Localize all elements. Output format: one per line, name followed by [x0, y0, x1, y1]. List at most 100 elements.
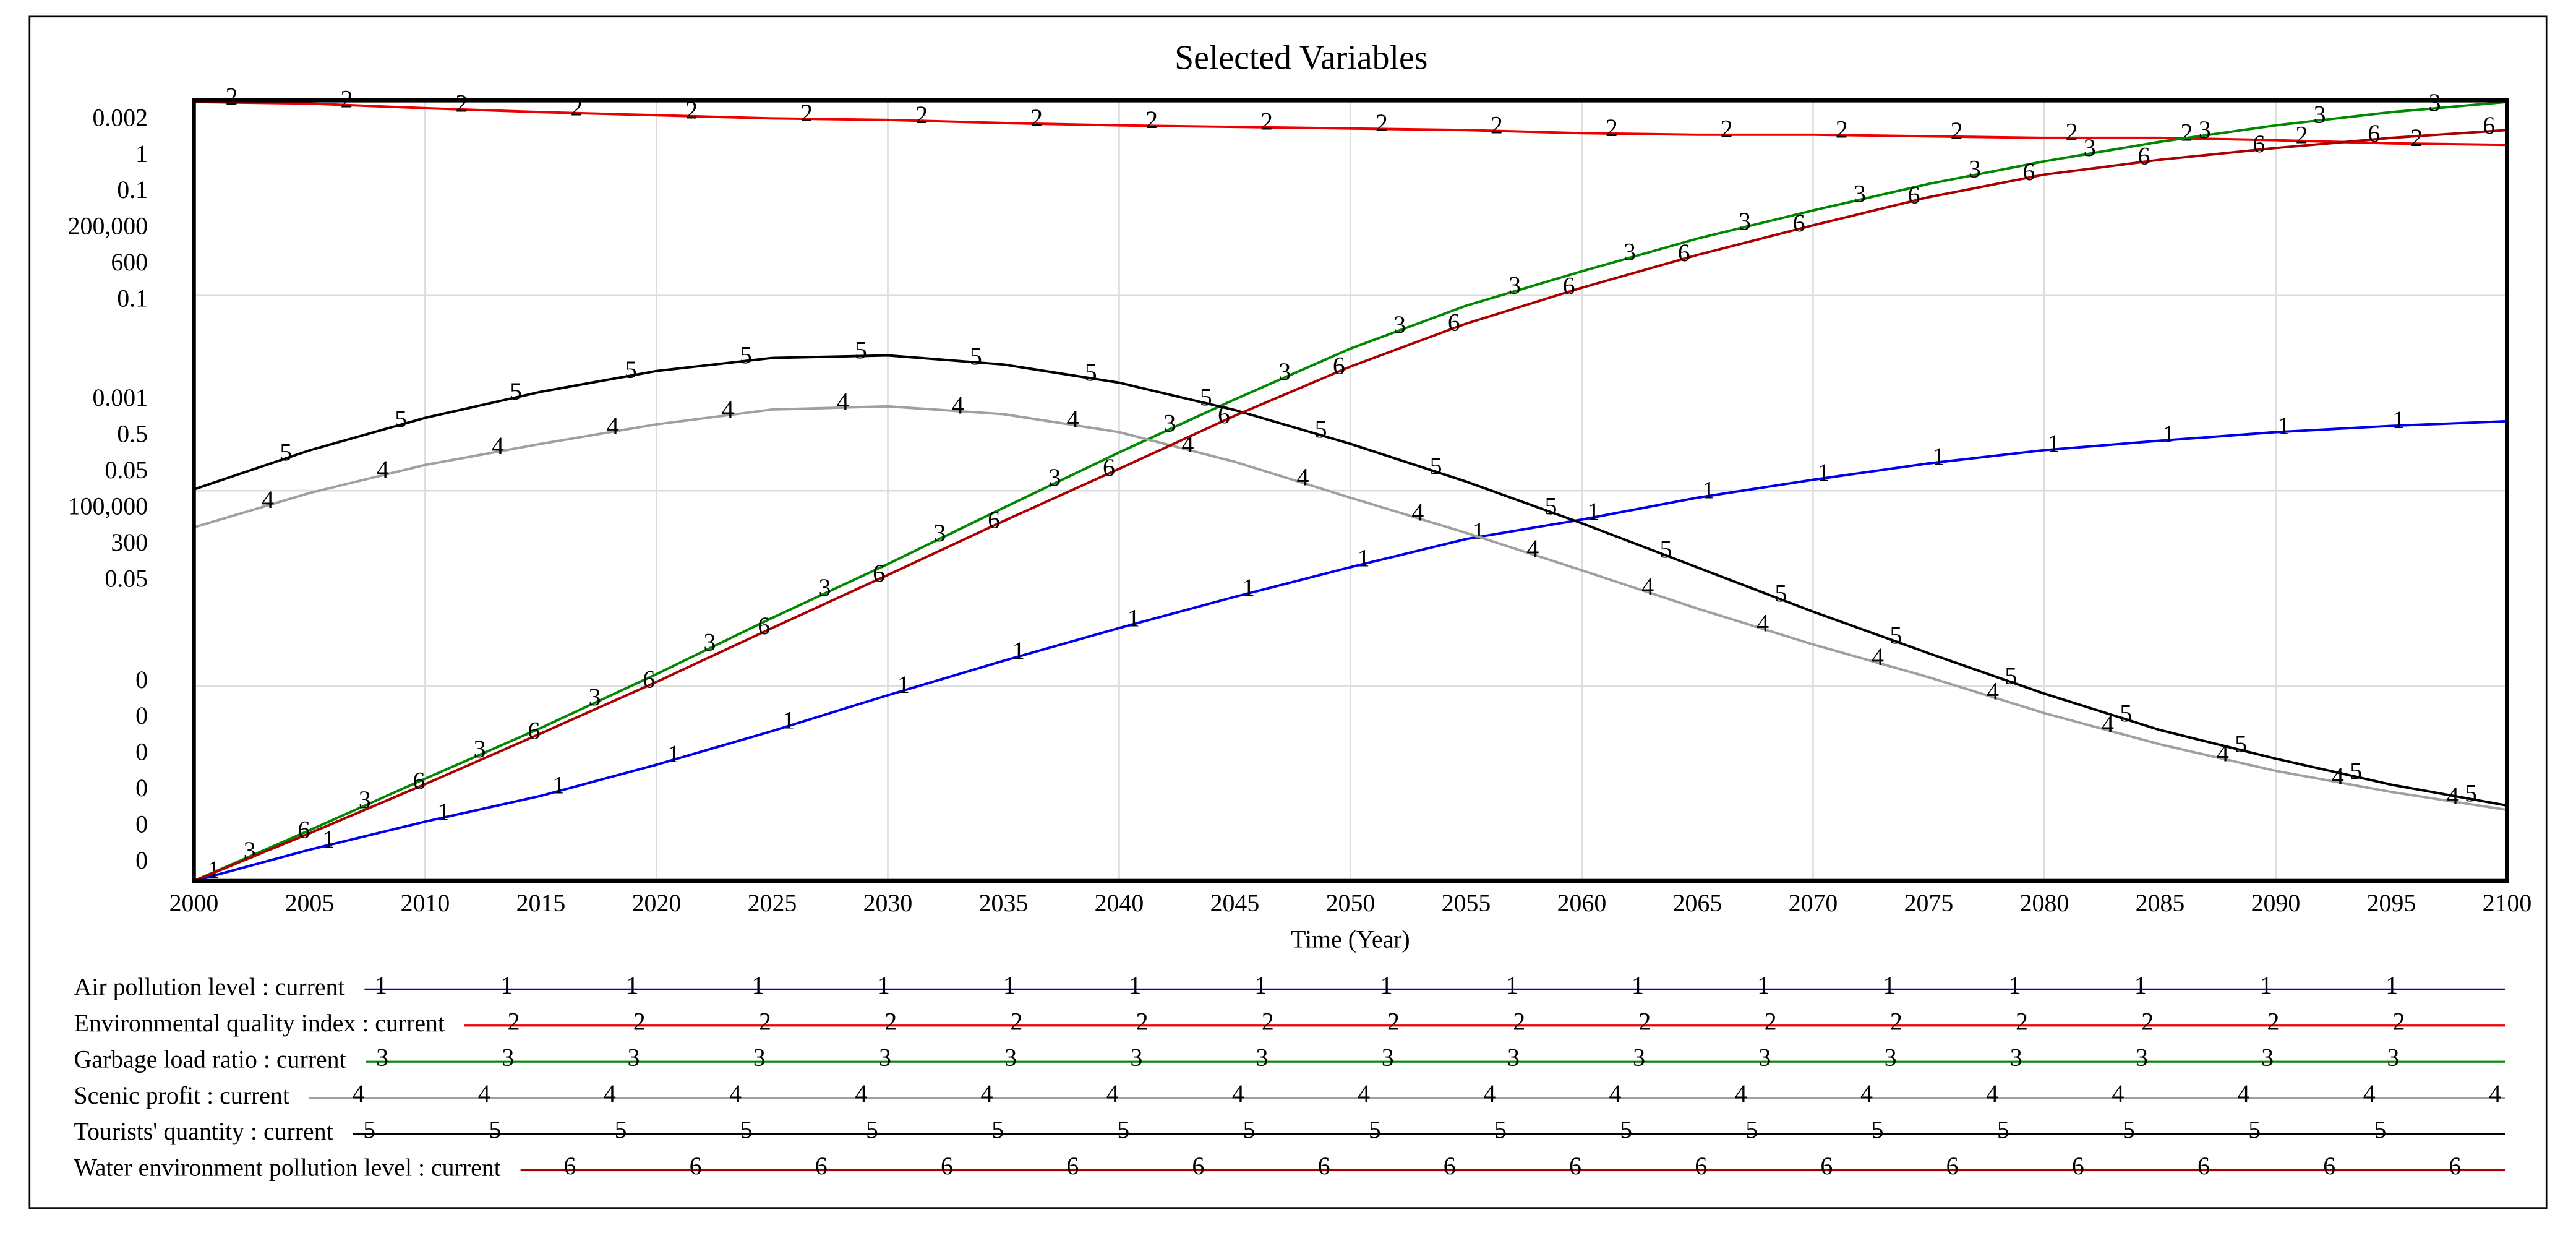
x-tick-label: 2045 — [1210, 889, 1260, 917]
series-marker: 4 — [1067, 405, 1079, 433]
series-marker: 6 — [1218, 401, 1230, 429]
legend-marker: 1 — [1757, 971, 1769, 999]
legend-marker: 6 — [2072, 1152, 2084, 1180]
series-marker: 4 — [952, 391, 964, 419]
legend-marker: 5 — [1745, 1116, 1758, 1144]
series-marker: 2 — [1836, 115, 1848, 143]
plot-frame — [192, 98, 2509, 883]
legend-marker: 5 — [489, 1116, 501, 1144]
series-marker: 4 — [722, 395, 734, 423]
y-tick-label: 0.1 — [117, 176, 148, 204]
series-line — [193, 405, 2507, 812]
series-marker: 1 — [782, 706, 795, 734]
series-marker: 4 — [1872, 643, 1884, 671]
series-marker: 1 — [552, 771, 565, 799]
legend-label: Garbage load ratio : current — [74, 1045, 346, 1073]
legend-marker: 3 — [502, 1044, 514, 1071]
series-marker: 6 — [2137, 142, 2150, 170]
series-marker: 1 — [1358, 544, 1370, 572]
legend-marker: 6 — [815, 1152, 828, 1180]
series-marker: 5 — [2005, 662, 2017, 690]
legend-marker: 1 — [1254, 971, 1267, 999]
series-marker: 2 — [226, 82, 238, 110]
series-marker: 5 — [1315, 415, 1327, 443]
legend-marker: 3 — [1507, 1044, 1520, 1071]
series-marker: 6 — [2483, 111, 2495, 139]
series-marker: 2 — [1721, 115, 1733, 143]
series-marker: 1 — [1473, 517, 1485, 545]
y-tick-label: 0.001 — [92, 384, 148, 411]
series-marker: 6 — [1793, 209, 1805, 237]
legend-marker: 4 — [1860, 1080, 1873, 1107]
series-marker: 1 — [437, 797, 450, 825]
series-marker: 4 — [2102, 710, 2114, 738]
series-marker: 4 — [1411, 498, 1424, 526]
legend-marker: 5 — [615, 1116, 627, 1144]
series-marker: 2 — [1260, 108, 1273, 135]
series-marker: 1 — [1932, 442, 1945, 470]
series-marker: 5 — [740, 341, 752, 369]
legend-marker: 1 — [752, 971, 764, 999]
x-tick-label: 2005 — [285, 889, 335, 917]
series-marker: 3 — [1739, 207, 1751, 235]
legend-marker: 3 — [2010, 1044, 2022, 1071]
series-marker: 3 — [589, 683, 601, 711]
series-marker: 2 — [2066, 118, 2078, 146]
legend-marker: 5 — [1872, 1116, 1884, 1144]
legend-marker: 6 — [1695, 1152, 1707, 1180]
legend-marker: 4 — [2489, 1080, 2501, 1107]
legend-marker: 3 — [1256, 1044, 1269, 1071]
series-marker: 5 — [1430, 452, 1442, 479]
x-tick-label: 2060 — [1557, 889, 1607, 917]
series-marker: 3 — [2199, 116, 2211, 144]
series-marker: 5 — [395, 405, 407, 432]
axis-labels: 2000 2005 2010 2015 2020 2025 2030 2035 2040 2045… — [68, 103, 2532, 917]
legend-marker: 1 — [1632, 971, 1644, 999]
y-tick-label: 0 — [135, 702, 148, 729]
series-marker: 3 — [2084, 134, 2096, 161]
series-marker: 4 — [2332, 762, 2344, 790]
legend-marker: 1 — [1883, 971, 1895, 999]
legend-marker: 2 — [1638, 1007, 1651, 1035]
legend-marker: 3 — [1758, 1044, 1771, 1071]
series-marker: 6 — [988, 505, 1000, 533]
y-tick-label: 0.5 — [117, 420, 148, 448]
series-marker: 2 — [1030, 104, 1043, 132]
legend-label: Scenic profit : current — [74, 1081, 289, 1109]
x-tick-label: 2090 — [2251, 889, 2301, 917]
x-tick-label: 2080 — [2020, 889, 2069, 917]
legend-marker: 5 — [866, 1116, 878, 1144]
series-marker: 6 — [758, 612, 770, 640]
series-marker: 3 — [474, 735, 486, 763]
series-marker: 4 — [1526, 535, 1539, 562]
legend-marker: 1 — [2260, 971, 2272, 999]
series-marker: 6 — [1678, 239, 1690, 267]
series-marker: 5 — [625, 356, 637, 384]
series-marker: 4 — [377, 455, 389, 483]
series-marker: 5 — [855, 336, 867, 364]
series-marker: 2 — [1491, 111, 1503, 139]
legend-marker: 1 — [2134, 971, 2147, 999]
legend-marker: 4 — [1609, 1080, 1622, 1107]
series-marker: 1 — [207, 856, 220, 883]
y-tick-label: 300 — [111, 528, 148, 556]
legend-marker: 2 — [1010, 1007, 1022, 1035]
y-tick-label: 0 — [135, 666, 148, 694]
legend-marker: 4 — [855, 1080, 867, 1107]
series-marker: 4 — [607, 412, 619, 440]
series-marker: 1 — [1128, 604, 1140, 632]
legend-marker: 2 — [1262, 1007, 1274, 1035]
legend-marker: 2 — [508, 1007, 520, 1035]
series-marker: 6 — [1448, 308, 1460, 336]
legend-marker: 2 — [633, 1007, 646, 1035]
series-marker: 6 — [1103, 453, 1115, 481]
legend-marker: 6 — [1569, 1152, 1581, 1180]
legend-marker: 6 — [1192, 1152, 1204, 1180]
series-marker: 6 — [873, 559, 885, 587]
series-marker: 6 — [643, 666, 655, 694]
legend-label: Environmental quality index : current — [74, 1009, 445, 1037]
legend-marker: 6 — [2323, 1152, 2335, 1180]
legend-marker: 5 — [991, 1116, 1004, 1144]
legend-marker: 2 — [884, 1007, 897, 1035]
